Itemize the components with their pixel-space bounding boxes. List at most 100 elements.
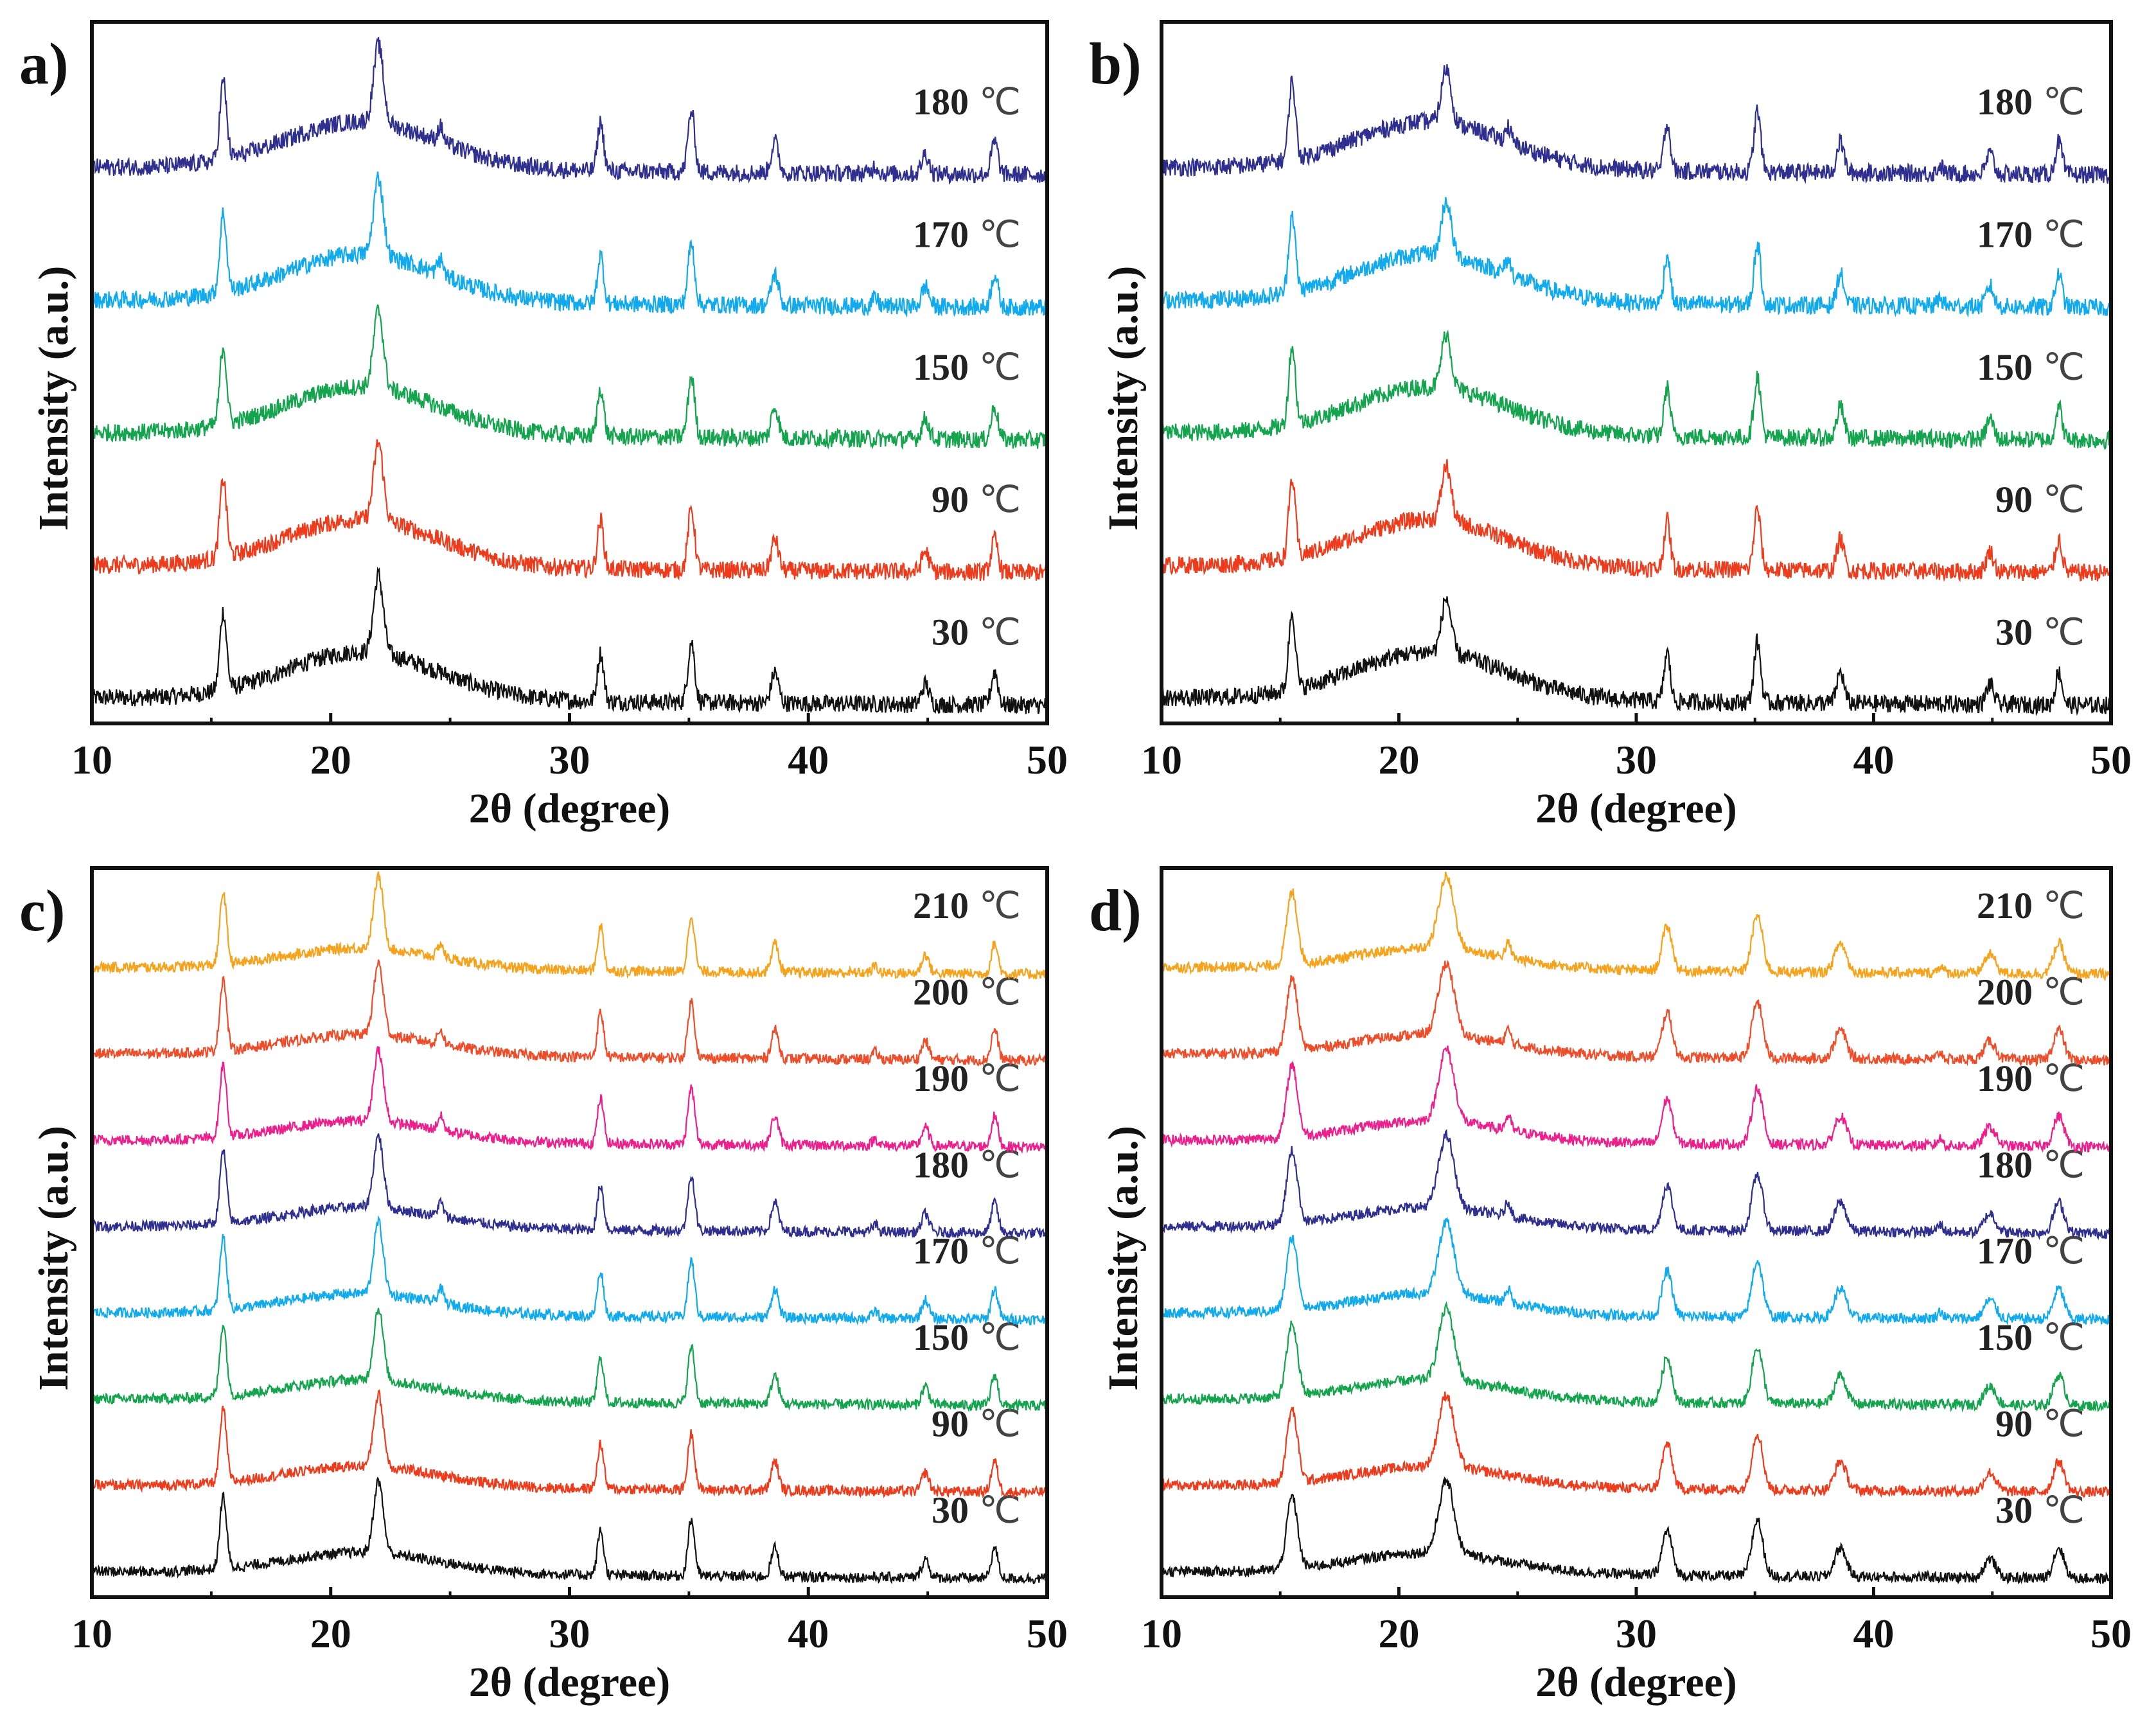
series-30-line [1160, 1476, 2112, 1585]
series-150-line [91, 304, 1048, 450]
x-tick-label: 30 [549, 1611, 590, 1656]
series-90-line [1161, 1391, 2112, 1498]
series-90-line [91, 1389, 1048, 1499]
x-tick-label: 20 [310, 737, 351, 783]
series-30-line [91, 1476, 1048, 1584]
series-180-unit: ℃ [979, 1142, 1021, 1186]
series-90-label: 90 [1995, 1403, 2033, 1444]
series-180-label: 180 [913, 81, 969, 123]
series-170-label: 170 [1977, 1230, 2033, 1272]
x-tick-label: 10 [1141, 1611, 1182, 1656]
series-150-line [1160, 1301, 2112, 1413]
panel-letter: b) [1089, 31, 1142, 96]
y-axis-title: Intensity (a.u.) [30, 1126, 77, 1391]
series-90-line [91, 439, 1048, 581]
series-170-unit: ℃ [2043, 1229, 2085, 1273]
series-90-label: 90 [1995, 479, 2033, 520]
series-210-label: 210 [913, 885, 969, 926]
series-170-line [91, 1215, 1048, 1327]
series-150-label: 150 [1977, 346, 2033, 388]
series-200-line [91, 959, 1048, 1067]
x-tick-label: 10 [1141, 737, 1182, 783]
series-90-unit: ℃ [2043, 477, 2085, 521]
series-150-label: 150 [1977, 1316, 2033, 1358]
x-tick-label: 10 [71, 1611, 112, 1656]
series-30-line [1160, 596, 2112, 716]
series-190-label: 190 [1977, 1058, 2033, 1099]
series-150-unit: ℃ [979, 345, 1021, 389]
series-170-line [91, 171, 1048, 318]
series-170-line [1160, 197, 2112, 318]
series-210-line [1161, 871, 2112, 982]
series-180-line [91, 1133, 1048, 1241]
x-tick-label: 30 [549, 737, 590, 783]
x-tick-label: 30 [1616, 737, 1657, 783]
x-axis-title: 2θ (degree) [1535, 1659, 1737, 1706]
series-180-line [1160, 1129, 2112, 1240]
x-tick-label: 20 [1379, 1611, 1420, 1656]
y-axis-title: Intensity (a.u.) [30, 266, 77, 531]
series-30-label: 30 [1995, 1489, 2033, 1531]
x-axis-title: 2θ (degree) [469, 1659, 671, 1706]
series-170-label: 170 [1977, 213, 2033, 255]
x-tick-label: 30 [1616, 1611, 1657, 1656]
y-axis-title: Intensity (a.u.) [1100, 1126, 1147, 1391]
series-210-line [91, 871, 1048, 980]
x-axis-title: 2θ (degree) [1535, 785, 1737, 832]
series-150-line [91, 1307, 1048, 1413]
series-90-unit: ℃ [979, 1401, 1021, 1445]
series-90-unit: ℃ [2043, 1401, 2085, 1445]
x-tick-label: 40 [788, 737, 829, 783]
x-tick-label: 20 [310, 1611, 351, 1656]
panel-letter: a) [19, 31, 69, 96]
series-30-unit: ℃ [2043, 610, 2085, 654]
series-180-line [1160, 64, 2112, 184]
series-90-line [1160, 459, 2112, 582]
series-190-unit: ℃ [979, 1056, 1021, 1100]
series-180-unit: ℃ [979, 80, 1021, 123]
series-170-unit: ℃ [979, 212, 1021, 256]
series-150-label: 150 [913, 346, 969, 388]
series-30-unit: ℃ [979, 610, 1021, 654]
series-150-line [1160, 330, 2112, 450]
series-90-label: 90 [932, 479, 969, 520]
x-tick-label: 10 [71, 737, 112, 783]
series-210-unit: ℃ [979, 883, 1021, 927]
series-90-unit: ℃ [979, 477, 1021, 521]
panel-letter: d) [1089, 878, 1142, 943]
series-200-line [1161, 959, 2112, 1067]
x-tick-label: 50 [1027, 737, 1068, 783]
series-170-unit: ℃ [979, 1229, 1021, 1273]
x-axis-title: 2θ (degree) [469, 785, 671, 832]
series-170-label: 170 [913, 213, 969, 255]
plot-frame [90, 20, 1049, 725]
series-180-label: 180 [913, 1144, 969, 1185]
series-210-unit: ℃ [2043, 883, 2085, 927]
y-axis-title: Intensity (a.u.) [1100, 266, 1147, 531]
series-170-label: 170 [913, 1230, 969, 1272]
panel-letter: c) [19, 878, 65, 943]
series-180-unit: ℃ [2043, 1142, 2085, 1186]
x-tick-label: 50 [2090, 737, 2132, 783]
plot-frame [1160, 20, 2113, 725]
x-tick-label: 20 [1379, 737, 1420, 783]
series-150-unit: ℃ [2043, 345, 2085, 389]
series-30-label: 30 [932, 612, 969, 653]
series-170-line [1160, 1216, 2112, 1325]
series-210-label: 210 [1977, 885, 2033, 926]
series-170-unit: ℃ [2043, 212, 2085, 256]
series-180-label: 180 [1977, 81, 2033, 123]
series-190-line [91, 1046, 1048, 1154]
series-200-label: 200 [1977, 971, 2033, 1013]
x-tick-label: 40 [1853, 737, 1895, 783]
series-180-unit: ℃ [2043, 80, 2085, 123]
series-30-line [91, 566, 1048, 714]
series-90-label: 90 [932, 1403, 969, 1444]
x-tick-label: 50 [2090, 1611, 2132, 1656]
series-30-label: 30 [1995, 612, 2033, 653]
